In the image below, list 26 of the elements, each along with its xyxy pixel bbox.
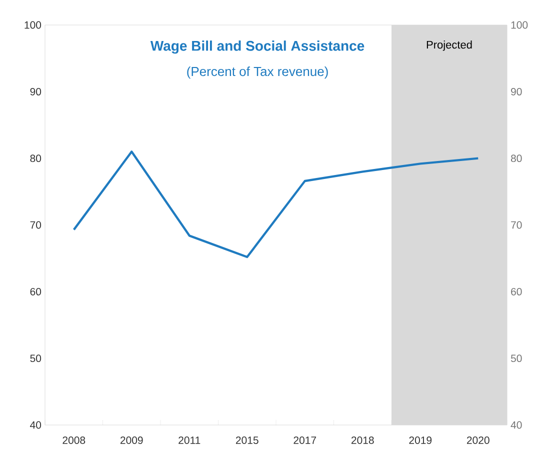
- x-tick-label: 2009: [120, 436, 143, 444]
- y-tick-label: 40: [30, 421, 42, 429]
- y2-tick-label: 80: [511, 154, 522, 162]
- y-tick-label: 70: [30, 221, 42, 229]
- y2-tick-label: 90: [511, 88, 522, 96]
- line-series: [72, 150, 480, 258]
- y-tick-label: 60: [30, 288, 42, 296]
- y2-tick-label: 50: [510, 354, 522, 362]
- y-tick-label: 100: [24, 21, 42, 29]
- x-tick-label: 2020: [466, 436, 490, 444]
- x-tick-label: 2019: [409, 436, 432, 444]
- y-tick-label: 80: [30, 154, 42, 162]
- band-label: Projected: [426, 40, 472, 51]
- y2-tick-label: 70: [511, 221, 522, 229]
- y-tick-label: 90: [30, 88, 42, 96]
- x-tick-label: 2017: [294, 436, 316, 444]
- x-tick-label: 2018: [351, 436, 374, 444]
- x-tick-label: 2011: [178, 436, 200, 444]
- x-tick-label: 2008: [62, 436, 86, 444]
- y2-tick-label: 40: [510, 421, 522, 429]
- x-tick-label: 2015: [236, 436, 258, 444]
- text: (Percent of Tax revenue): [187, 66, 328, 79]
- text: Wage Bill and Social Assistance: [150, 40, 364, 54]
- y2-tick-label: 60: [511, 288, 522, 296]
- y-tick-label: 50: [30, 354, 42, 362]
- y2-tick-label: 100: [511, 21, 528, 29]
